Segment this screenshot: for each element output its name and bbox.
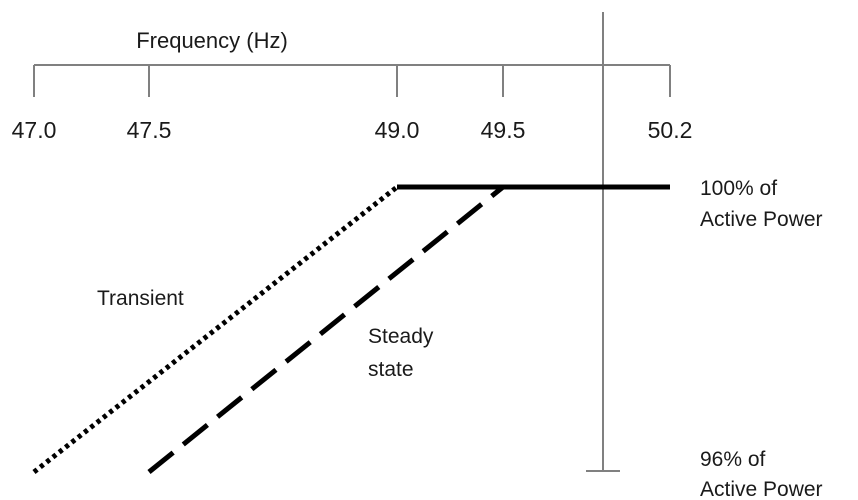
x-tick-label-2: 49.0 bbox=[375, 117, 420, 143]
x-tick-label-4: 50.2 bbox=[648, 117, 693, 143]
annotation-steady-line-1: Steady bbox=[368, 325, 434, 348]
x-tick-label-3: 49.5 bbox=[481, 117, 526, 143]
y-label-top-line-1: 100% of bbox=[700, 177, 777, 200]
y-label-bottom-line-2: Active Power bbox=[700, 478, 823, 500]
annotation-transient: Transient bbox=[97, 287, 184, 310]
x-tick-label-0: 47.0 bbox=[12, 117, 57, 143]
series-line-dotted bbox=[32, 185, 399, 474]
series-line-dashed bbox=[147, 185, 505, 474]
annotation-steady-line-2: state bbox=[368, 358, 414, 381]
x-axis-title: Frequency (Hz) bbox=[136, 28, 288, 53]
y-label-bottom-line-1: 96% of bbox=[700, 448, 766, 471]
x-tick-label-1: 47.5 bbox=[127, 117, 172, 143]
y-label-top-line-2: Active Power bbox=[700, 208, 823, 231]
